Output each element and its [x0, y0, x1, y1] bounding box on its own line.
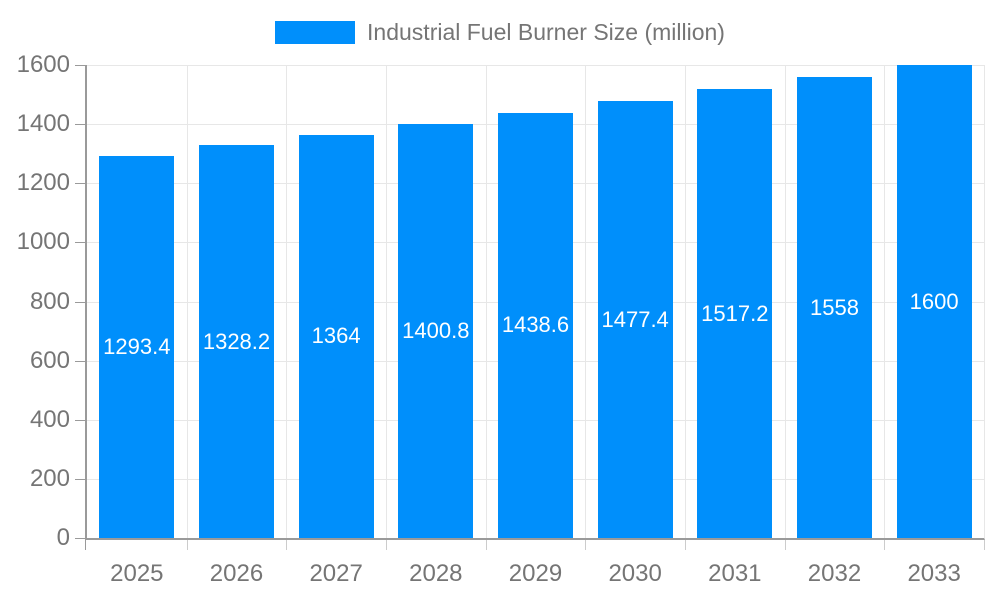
v-gridline: [286, 65, 288, 538]
bar-2028[interactable]: 1400.8: [398, 123, 474, 538]
bar-value-label: 1477.4: [601, 306, 669, 332]
v-gridline: [186, 65, 188, 538]
x-axis-label: 2033: [907, 560, 961, 587]
x-axis-tick: [884, 540, 886, 550]
y-axis-label: 1200: [16, 169, 70, 197]
y-axis-tick: [75, 419, 87, 421]
bar-value-label: 1558: [810, 294, 859, 320]
plot-area: 1293.4 1328.2 1364 1400.8 1438.6 1477.4 1517.2…: [85, 65, 985, 540]
x-axis-tick: [286, 540, 288, 550]
y-axis-tick: [75, 242, 87, 244]
x-axis-label: 2030: [608, 560, 662, 587]
x-axis-label: 2028: [409, 560, 463, 587]
bar-2029[interactable]: 1438.6: [498, 112, 573, 538]
y-axis-label: 1600: [16, 51, 70, 78]
bar-2033[interactable]: 1600: [896, 65, 972, 538]
x-axis-tick: [585, 540, 587, 550]
x-axis-tick: [85, 540, 86, 550]
bar-value-label: 1517.2: [701, 300, 769, 326]
bar-2026[interactable]: 1328.2: [199, 145, 274, 538]
x-axis-label: 2025: [110, 560, 164, 587]
bar-value-label: 1293.4: [103, 333, 171, 359]
bar-2031[interactable]: 1517.2: [697, 89, 773, 538]
y-axis-tick: [75, 301, 87, 303]
y-axis-label: 1400: [16, 110, 70, 138]
y-axis-tick: [75, 360, 87, 362]
v-gridline: [485, 65, 487, 538]
v-gridline: [386, 65, 387, 538]
x-axis-tick: [186, 540, 188, 550]
y-axis-label: 600: [29, 346, 70, 374]
y-axis-label: 1000: [16, 228, 70, 256]
x-axis-label: 2029: [508, 560, 563, 587]
y-axis-tick: [75, 124, 87, 126]
y-axis-label: 800: [29, 287, 70, 315]
bar-2025[interactable]: 1293.4: [99, 155, 175, 538]
y-axis-label: 400: [29, 405, 70, 433]
bar-2027[interactable]: 1364: [298, 134, 374, 538]
x-axis-tick: [984, 540, 985, 550]
bar-value-label: 1438.6: [501, 312, 570, 338]
bar-value-label: 1364: [311, 323, 361, 349]
y-axis-tick: [75, 65, 87, 66]
legend-swatch-icon: [275, 20, 356, 44]
y-axis-tick: [75, 183, 87, 185]
y-axis-label: 0: [56, 524, 70, 551]
bar-value-label: 1400.8: [402, 317, 470, 343]
x-axis-tick: [685, 540, 686, 550]
x-axis-label: 2031: [708, 560, 762, 587]
x-axis-label: 2032: [807, 560, 862, 587]
bar-2032[interactable]: 1558: [797, 77, 872, 538]
bar-value-label: 1600: [909, 288, 959, 314]
x-axis-tick: [784, 540, 786, 550]
y-axis-tick: [75, 538, 87, 539]
y-axis-tick: [75, 478, 87, 480]
chart-legend[interactable]: Industrial Fuel Burner Size (million): [0, 16, 1000, 48]
y-axis-label: 200: [29, 464, 70, 492]
legend-label: Industrial Fuel Burner Size (million): [367, 18, 725, 45]
h-gridline: [87, 65, 984, 66]
x-axis-tick: [386, 540, 387, 550]
bar-2030[interactable]: 1477.4: [597, 101, 673, 538]
x-axis-label: 2027: [309, 560, 363, 587]
v-gridline: [585, 65, 587, 538]
v-gridline: [685, 65, 686, 538]
v-gridline: [884, 65, 886, 538]
x-axis-tick: [485, 540, 487, 550]
x-axis-label: 2026: [209, 560, 264, 587]
v-gridline: [784, 65, 786, 538]
bar-value-label: 1328.2: [202, 328, 271, 354]
